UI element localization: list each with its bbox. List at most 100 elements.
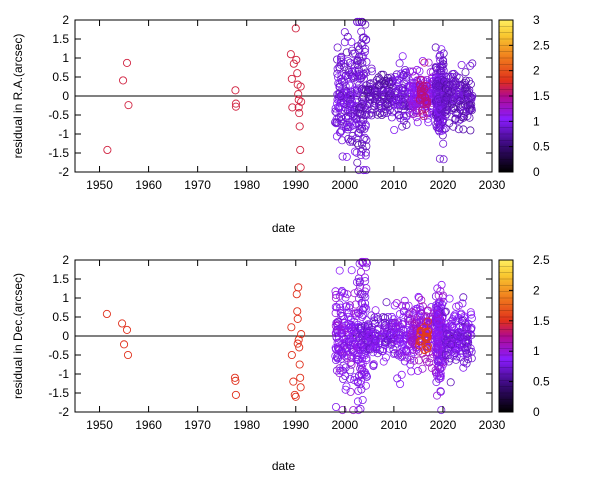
data-point — [362, 57, 371, 66]
data-point — [419, 318, 428, 327]
data-point — [350, 147, 359, 156]
data-point — [354, 86, 363, 95]
data-point — [462, 331, 471, 340]
x-tick-label: 1970 — [184, 178, 211, 192]
x-tick-label: 1950 — [86, 418, 113, 432]
data-point — [345, 58, 354, 67]
data-point — [333, 43, 342, 52]
data-point — [448, 315, 457, 324]
data-point — [355, 103, 364, 112]
data-point — [442, 329, 451, 338]
y-tick-label: 1.5 — [52, 272, 69, 286]
data-point — [296, 373, 305, 382]
x-tick-label: 1950 — [86, 178, 113, 192]
colorbar-tick-label: 2.5 — [533, 38, 550, 52]
data-point — [371, 340, 380, 349]
data-point — [354, 332, 363, 341]
data-point — [418, 88, 427, 97]
data-point — [347, 38, 356, 47]
data-point — [375, 345, 384, 354]
data-point — [421, 104, 430, 113]
data-point — [294, 283, 303, 292]
data-point — [457, 61, 466, 70]
data-point — [386, 80, 395, 89]
data-point — [356, 379, 365, 388]
data-point — [461, 85, 470, 94]
data-point — [354, 56, 363, 65]
ra-residual-panel: 1950 1960 1970 1980 1990 2000 2010 2020 2030-2-1… — [11, 13, 550, 235]
data-point — [355, 44, 364, 53]
data-point — [358, 359, 367, 368]
data-point — [336, 112, 345, 121]
data-point — [458, 316, 467, 325]
y-tick-label: -1.5 — [48, 146, 69, 160]
data-point — [412, 65, 421, 74]
data-point — [420, 346, 429, 355]
data-point — [335, 103, 344, 112]
data-point — [379, 85, 388, 94]
data-point — [296, 163, 305, 172]
data-point — [392, 79, 401, 88]
data-point — [424, 118, 433, 127]
data-point — [439, 139, 448, 148]
data-point — [449, 69, 458, 78]
data-point — [375, 75, 384, 84]
data-point — [467, 314, 476, 323]
data-point — [441, 325, 450, 334]
data-point — [359, 70, 368, 79]
data-point — [352, 86, 361, 95]
data-point — [367, 337, 376, 346]
data-point — [345, 301, 354, 310]
data-point — [362, 304, 371, 313]
data-point — [432, 309, 441, 318]
data-point — [351, 300, 360, 309]
data-point — [359, 71, 368, 80]
colorbar-tick-label: 2 — [533, 64, 540, 78]
data-point — [118, 319, 127, 328]
x-axis-label: date — [272, 459, 296, 473]
x-tick-label: 2000 — [331, 418, 358, 432]
data-point — [354, 81, 363, 90]
data-point — [402, 353, 411, 362]
x-tick-label: 2010 — [381, 418, 408, 432]
data-point — [343, 120, 352, 129]
data-point — [297, 97, 306, 106]
data-point — [399, 307, 408, 316]
data-point — [338, 406, 347, 415]
data-point — [415, 96, 424, 105]
data-point — [443, 326, 452, 335]
data-point — [360, 133, 369, 142]
data-point — [407, 367, 416, 376]
data-point — [452, 72, 461, 81]
y-tick-label: 1 — [62, 291, 69, 305]
data-point — [332, 115, 341, 124]
data-point — [394, 111, 403, 120]
data-point — [335, 88, 344, 97]
x-axis-label: date — [272, 221, 296, 235]
data-point — [408, 308, 417, 317]
data-point — [439, 125, 448, 134]
data-point — [287, 350, 296, 360]
data-point — [358, 290, 367, 299]
data-point — [422, 357, 431, 366]
data-point — [352, 278, 361, 287]
colorbar-tick-label: 1 — [533, 344, 540, 358]
data-point — [459, 340, 468, 349]
data-point — [431, 348, 440, 357]
data-point — [332, 118, 341, 127]
data-point — [356, 56, 365, 65]
data-point — [354, 406, 363, 415]
data-point — [417, 327, 426, 336]
data-point — [353, 56, 362, 65]
data-point — [361, 44, 370, 53]
x-tick-label: 2030 — [479, 418, 506, 432]
data-point — [332, 352, 341, 361]
data-point — [434, 318, 443, 327]
data-point — [402, 120, 411, 129]
data-point — [408, 345, 417, 354]
data-point — [354, 322, 363, 331]
data-point — [410, 356, 419, 365]
data-point — [355, 323, 364, 332]
data-point — [440, 108, 449, 117]
data-point — [401, 302, 410, 311]
